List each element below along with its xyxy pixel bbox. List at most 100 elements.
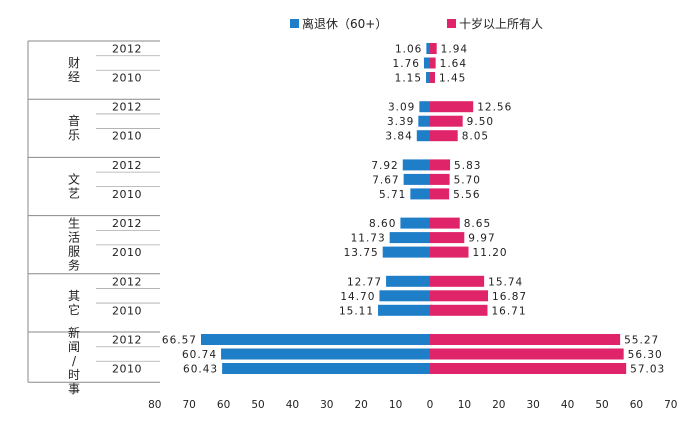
- category-separators: [27, 40, 160, 383]
- x-tick-label: 60: [217, 399, 230, 411]
- value-label-all: 1.45: [439, 73, 466, 85]
- value-label-all: 16.87: [492, 291, 527, 303]
- value-label-all: 8.65: [464, 218, 491, 230]
- value-label-retired: 1.06: [395, 44, 422, 56]
- value-label-all: 9.50: [467, 116, 494, 128]
- bar-retired: [423, 57, 430, 69]
- bar-all: [430, 72, 435, 83]
- category-label: 其它: [68, 289, 80, 317]
- year-label: 2010: [112, 188, 142, 201]
- value-label-retired: 14.70: [340, 291, 375, 303]
- bar-all: [430, 130, 458, 142]
- x-tick-label: 50: [251, 399, 264, 411]
- value-label-retired: 60.74: [182, 349, 217, 361]
- bar-all: [430, 173, 450, 185]
- x-tick-label: 0: [427, 399, 434, 411]
- bar-retired: [410, 188, 430, 200]
- x-tick-label: 40: [286, 399, 299, 411]
- value-label-all: 1.64: [440, 58, 467, 70]
- x-tick-label: 10: [389, 399, 402, 411]
- year-label: 2010: [112, 72, 142, 85]
- bar-all: [430, 232, 465, 244]
- bar-retired: [416, 130, 430, 142]
- year-label: 2012: [112, 275, 142, 288]
- x-tick-label: 70: [183, 399, 196, 411]
- bar-retired: [402, 159, 430, 171]
- bar-all: [430, 304, 488, 316]
- value-label-all: 9.97: [468, 233, 495, 245]
- value-label-all: 56.30: [628, 349, 663, 361]
- bar-retired: [378, 304, 430, 316]
- value-label-retired: 13.75: [344, 247, 379, 259]
- bar-retired: [400, 217, 430, 229]
- category-label: 新闻/时事: [68, 325, 80, 396]
- bar-all: [430, 115, 463, 127]
- bar-retired: [426, 72, 430, 83]
- category-label: 音乐: [68, 113, 80, 142]
- bar-all: [430, 275, 485, 287]
- year-label: 2012: [112, 159, 142, 172]
- value-label-all: 55.27: [624, 335, 659, 347]
- value-label-retired: 7.67: [372, 174, 399, 186]
- legend-swatch-retired: [290, 19, 299, 28]
- bar-retired: [221, 348, 430, 360]
- bar-retired: [379, 290, 430, 302]
- value-label-retired: 1.76: [393, 58, 420, 70]
- year-label: 2012: [112, 101, 142, 114]
- bar-retired: [222, 363, 430, 374]
- category-label: 财经: [68, 56, 80, 84]
- value-label-all: 15.74: [488, 276, 523, 288]
- x-axis-tick-labels: 80 70 60 50 40 30 20 10 0 10 20 30 40 50 60 70: [148, 399, 677, 411]
- category-label: 文艺: [68, 171, 80, 200]
- legend-label-all: 十岁以上所有人: [459, 16, 543, 31]
- bar-retired: [386, 275, 430, 287]
- x-tick-label: 50: [595, 399, 608, 411]
- bar-retired: [382, 246, 430, 258]
- bar-all: [430, 334, 621, 345]
- bar-all: [430, 43, 437, 54]
- value-label-retired: 1.15: [395, 73, 422, 85]
- bar-retired: [200, 334, 430, 345]
- value-label-all: 8.05: [462, 131, 489, 143]
- legend-label-retired: 离退休（60+）: [302, 16, 387, 31]
- bar-all: [430, 363, 627, 374]
- year-label: 2010: [112, 246, 142, 259]
- bar-all: [430, 246, 469, 258]
- x-tick-label: 60: [630, 399, 643, 411]
- x-tick-label: 40: [561, 399, 574, 411]
- value-label-retired: 8.60: [369, 218, 396, 230]
- year-label: 2012: [112, 43, 142, 56]
- legend-swatch-all: [447, 19, 456, 28]
- value-label-all: 5.70: [454, 174, 481, 186]
- x-tick-label: 10: [458, 399, 471, 411]
- bar-all: [430, 188, 450, 200]
- value-label-retired: 60.43: [183, 364, 218, 376]
- bar-retired: [389, 232, 430, 244]
- x-tick-label: 30: [320, 399, 333, 411]
- bar-all: [430, 159, 451, 171]
- value-label-all: 1.94: [441, 44, 468, 56]
- bar-retired: [418, 115, 430, 127]
- year-labels: 2012 2010 2012 2010 2012 2010 2012 2010 2012 2010…: [112, 43, 142, 376]
- value-label-retired: 11.73: [351, 233, 386, 245]
- value-label-all: 57.03: [630, 364, 665, 376]
- value-labels: 1.06 1.94 1.76 1.64 1.15 1.45 3.09 12.56 3.39 9.5…: [162, 44, 665, 376]
- value-label-retired: 7.92: [371, 160, 398, 172]
- bar-all: [430, 57, 436, 69]
- bar-all: [430, 217, 460, 229]
- bar-retired: [403, 173, 430, 185]
- legend: 离退休（60+） 十岁以上所有人: [290, 16, 543, 31]
- x-tick-label: 20: [355, 399, 368, 411]
- value-label-retired: 12.77: [347, 276, 382, 288]
- value-label-retired: 3.39: [387, 116, 414, 128]
- year-label: 2012: [112, 217, 142, 230]
- value-label-all: 12.56: [477, 102, 512, 114]
- bar-all: [430, 290, 489, 302]
- year-label: 2010: [112, 130, 142, 143]
- bar-all: [430, 101, 474, 113]
- value-label-retired: 5.71: [379, 189, 406, 201]
- year-label: 2012: [112, 334, 142, 347]
- value-label-retired: 15.11: [339, 305, 374, 317]
